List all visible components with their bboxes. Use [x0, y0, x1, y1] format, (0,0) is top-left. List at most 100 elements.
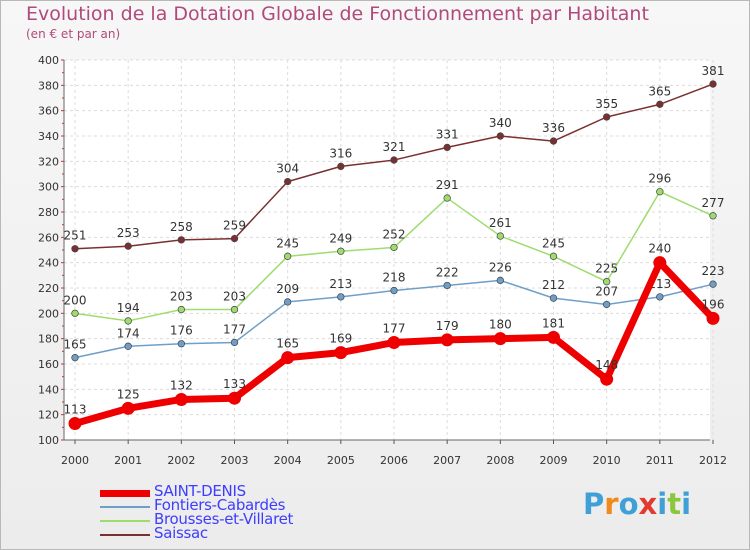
data-label: 277: [702, 196, 725, 210]
data-label: 209: [276, 282, 299, 296]
data-label: 196: [702, 297, 725, 311]
data-point: [68, 417, 82, 431]
x-tick-label: 2000: [61, 454, 89, 467]
y-tick-label: 300: [38, 181, 59, 194]
data-label: 240: [648, 242, 671, 256]
data-label: 165: [276, 337, 299, 351]
y-tick-label: 180: [38, 333, 59, 346]
data-point: [337, 293, 345, 301]
data-point: [337, 247, 345, 255]
x-tick-label: 2003: [221, 454, 249, 467]
data-label: 179: [436, 319, 459, 333]
data-label: 194: [117, 301, 140, 315]
data-point: [603, 300, 611, 309]
data-label: 251: [64, 229, 87, 243]
x-tick-label: 2001: [114, 454, 142, 467]
data-label: 225: [595, 262, 618, 276]
data-point: [656, 188, 664, 196]
logo-letter: o: [618, 487, 639, 521]
y-tick-label: 140: [38, 383, 59, 396]
data-point: [228, 391, 241, 405]
data-label: 165: [64, 338, 87, 352]
x-tick-label: 2006: [380, 454, 408, 467]
logo-letter: P: [583, 487, 605, 521]
y-tick-label: 220: [38, 282, 59, 295]
data-point: [549, 137, 558, 145]
x-tick-label: 2005: [327, 454, 355, 467]
data-label: 340: [489, 116, 512, 130]
data-label: 253: [117, 226, 140, 240]
data-point: [656, 293, 664, 301]
data-point: [124, 342, 132, 350]
data-point: [281, 351, 295, 365]
data-point: [121, 401, 135, 415]
data-label: 181: [542, 316, 565, 330]
data-label: 321: [383, 140, 406, 154]
data-label: 176: [170, 324, 193, 338]
data-point: [284, 298, 292, 306]
logo-letter: x: [638, 487, 658, 521]
data-point: [656, 100, 664, 108]
y-tick-label: 260: [38, 231, 59, 244]
legend-swatch: [100, 506, 150, 508]
data-label: 177: [223, 322, 246, 336]
data-point: [443, 281, 451, 290]
data-point: [230, 305, 239, 314]
data-point: [124, 242, 132, 250]
data-point: [443, 194, 451, 202]
data-point: [709, 280, 717, 288]
data-point: [71, 354, 79, 362]
data-label: 381: [702, 64, 725, 78]
data-label: 355: [595, 97, 618, 111]
data-point: [284, 252, 292, 260]
data-point: [337, 162, 345, 171]
y-tick-label: 360: [38, 105, 59, 118]
y-tick-label: 100: [38, 434, 59, 447]
data-label: 245: [542, 236, 565, 250]
data-label: 223: [702, 264, 725, 278]
y-tick-label: 400: [38, 54, 59, 67]
plot-area: [64, 60, 710, 440]
legend-label: Brousses-et-Villaret: [154, 510, 294, 528]
x-tick-label: 2011: [646, 454, 674, 467]
y-tick-label: 320: [38, 155, 59, 168]
legend-swatch: [100, 534, 150, 536]
logo-letter: i: [657, 487, 668, 521]
data-label: 261: [489, 216, 512, 230]
data-point: [547, 330, 560, 344]
x-tick-label: 2007: [433, 454, 461, 467]
data-label: 296: [648, 172, 671, 186]
x-tick-label: 2010: [593, 454, 621, 467]
data-label: 148: [595, 358, 618, 372]
data-label: 207: [595, 284, 618, 298]
data-point: [496, 276, 504, 285]
data-point: [177, 340, 185, 348]
data-label: 291: [436, 178, 459, 192]
data-label: 249: [329, 231, 352, 245]
data-label: 218: [383, 271, 406, 285]
data-point: [443, 143, 451, 152]
y-tick-label: 240: [38, 257, 59, 270]
data-point: [496, 232, 504, 240]
data-point: [603, 113, 611, 121]
data-point: [177, 305, 185, 314]
series-layer: 251 253 258 259 304 316 321 331 340 336 355 365 381 2…: [64, 64, 725, 431]
data-label: 169: [329, 332, 352, 346]
data-point: [390, 156, 398, 164]
data-label: 331: [436, 127, 459, 141]
axes: 100 120 140 160 180 200 220 240 260 280 300 320 340 3…: [38, 54, 727, 467]
x-tick-label: 2002: [167, 454, 195, 467]
data-label: 316: [329, 146, 352, 160]
data-label: 365: [648, 84, 671, 98]
data-label: 213: [329, 277, 352, 291]
data-point: [709, 80, 717, 88]
logo-letter: r: [604, 487, 619, 521]
data-label: 125: [117, 387, 140, 401]
data-point: [284, 177, 292, 186]
chart-title: Evolution de la Dotation Globale de Fonc…: [26, 3, 649, 25]
data-label: 174: [117, 326, 140, 340]
x-tick-label: 2012: [699, 454, 727, 467]
y-tick-label: 120: [38, 409, 59, 422]
y-tick-label: 340: [38, 130, 59, 143]
